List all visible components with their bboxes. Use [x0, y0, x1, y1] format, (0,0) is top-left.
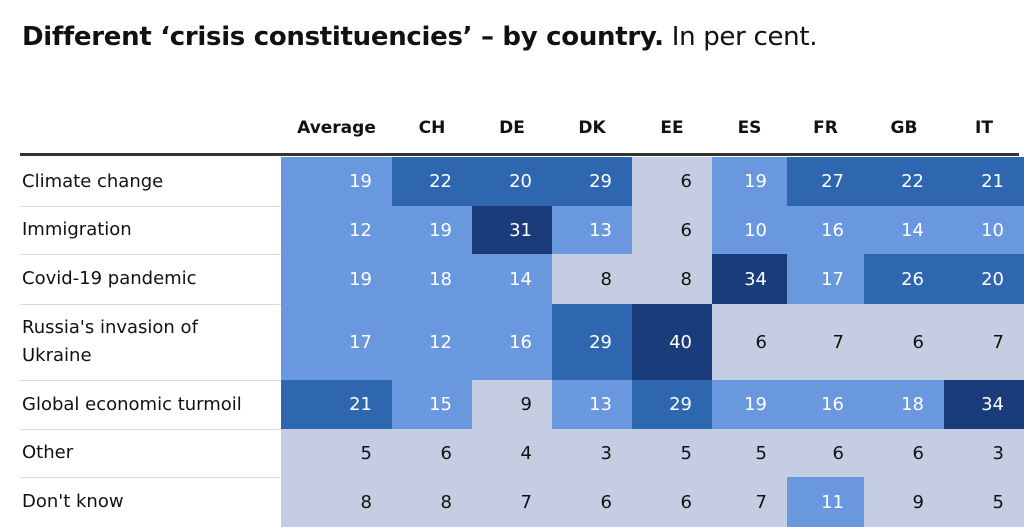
- table-cell: 19: [712, 157, 787, 206]
- table-cell: 4: [472, 429, 552, 477]
- table-cell: 6: [632, 206, 712, 254]
- row-separator: [20, 254, 282, 255]
- row-label: Immigration: [22, 219, 132, 240]
- table-cell: 13: [552, 206, 632, 254]
- table-cell: 16: [787, 380, 864, 429]
- table-cell: 5: [281, 429, 392, 477]
- table-cell: 19: [281, 254, 392, 304]
- column-header-fr: FR: [813, 118, 838, 138]
- row-label: Climate change: [22, 170, 164, 192]
- column-header-it: IT: [975, 118, 993, 138]
- table-cell: 31: [472, 206, 552, 254]
- table-cell: 6: [864, 304, 944, 380]
- table-cell: 10: [712, 206, 787, 254]
- table-cell: 15: [392, 380, 472, 429]
- header-divider: [20, 153, 1019, 156]
- table-cell: 8: [552, 254, 632, 304]
- table-cell: 7: [787, 304, 864, 380]
- table-cell: 11: [787, 477, 864, 527]
- table-cell: 16: [787, 206, 864, 254]
- column-header-average: Average: [297, 118, 376, 138]
- chart-title: Different ‘crisis constituencies’ – by c…: [22, 22, 818, 52]
- table-cell: 3: [552, 429, 632, 477]
- table-cell: 6: [712, 304, 787, 380]
- table-cell: 19: [392, 206, 472, 254]
- row-separator: [20, 429, 282, 430]
- table-cell: 17: [281, 304, 392, 380]
- table-cell: 12: [392, 304, 472, 380]
- chart-title-unit: In per cent.: [671, 22, 818, 52]
- table-cell: 3: [944, 429, 1024, 477]
- table-cell: 16: [472, 304, 552, 380]
- table-cell: 6: [552, 477, 632, 527]
- table-cell: 13: [552, 380, 632, 429]
- table-cell: 6: [632, 477, 712, 527]
- table-cell: 5: [944, 477, 1024, 527]
- row-label: Russia's invasion of Ukraine: [22, 317, 198, 366]
- table-cell: 20: [472, 157, 552, 206]
- table-cell: 8: [632, 254, 712, 304]
- row-separator: [20, 380, 282, 381]
- table-cell: 14: [864, 206, 944, 254]
- column-header-ch: CH: [418, 118, 446, 138]
- table-cell: 29: [632, 380, 712, 429]
- row-separator: [20, 477, 282, 478]
- table-cell: 7: [712, 477, 787, 527]
- table-cell: 12: [281, 206, 392, 254]
- row-label: Global economic turmoil: [22, 393, 242, 415]
- table-cell: 6: [864, 429, 944, 477]
- column-header-gb: GB: [890, 118, 918, 138]
- table-cell: 6: [392, 429, 472, 477]
- table-cell: 17: [787, 254, 864, 304]
- table-cell: 9: [472, 380, 552, 429]
- table-cell: 29: [552, 304, 632, 380]
- table-cell: 21: [281, 380, 392, 429]
- table-cell: 7: [472, 477, 552, 527]
- row-separator: [20, 304, 282, 305]
- table-cell: 21: [944, 157, 1024, 206]
- table-cell: 8: [392, 477, 472, 527]
- table-cell: 34: [712, 254, 787, 304]
- row-label: Other: [22, 442, 74, 463]
- column-header-ee: EE: [660, 118, 684, 138]
- row-label: Don't know: [22, 491, 124, 512]
- column-header-dk: DK: [578, 118, 606, 138]
- table-cell: 22: [864, 157, 944, 206]
- row-label: Covid-19 pandemic: [22, 268, 197, 289]
- column-header-de: DE: [499, 118, 525, 138]
- table-cell: 19: [712, 380, 787, 429]
- row-separator: [20, 206, 282, 207]
- table-cell: 10: [944, 206, 1024, 254]
- table-cell: 18: [392, 254, 472, 304]
- table-cell: 27: [787, 157, 864, 206]
- table-cell: 5: [712, 429, 787, 477]
- table-cell: 5: [632, 429, 712, 477]
- table-cell: 40: [632, 304, 712, 380]
- table-cell: 29: [552, 157, 632, 206]
- table-cell: 18: [864, 380, 944, 429]
- table-cell: 6: [787, 429, 864, 477]
- table-cell: 9: [864, 477, 944, 527]
- table-cell: 34: [944, 380, 1024, 429]
- table-cell: 19: [281, 157, 392, 206]
- table-cell: 20: [944, 254, 1024, 304]
- chart-title-bold: Different ‘crisis constituencies’ – by c…: [22, 22, 664, 52]
- table-cell: 6: [632, 157, 712, 206]
- table-cell: 26: [864, 254, 944, 304]
- table-cell: 7: [944, 304, 1024, 380]
- table-cell: 14: [472, 254, 552, 304]
- column-header-es: ES: [737, 118, 762, 138]
- table-cell: 8: [281, 477, 392, 527]
- table-cell: 22: [392, 157, 472, 206]
